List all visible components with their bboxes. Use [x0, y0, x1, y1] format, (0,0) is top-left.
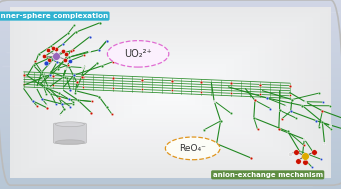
Ellipse shape [165, 137, 220, 160]
Text: anion-exchange mechanism: anion-exchange mechanism [213, 172, 323, 178]
Ellipse shape [55, 122, 85, 127]
Ellipse shape [55, 140, 85, 145]
Ellipse shape [107, 41, 169, 67]
FancyBboxPatch shape [53, 123, 86, 143]
Text: inner-sphere complexation: inner-sphere complexation [0, 13, 108, 19]
Text: UO₂²⁺: UO₂²⁺ [124, 49, 152, 59]
Text: ReO₄⁻: ReO₄⁻ [179, 144, 206, 153]
